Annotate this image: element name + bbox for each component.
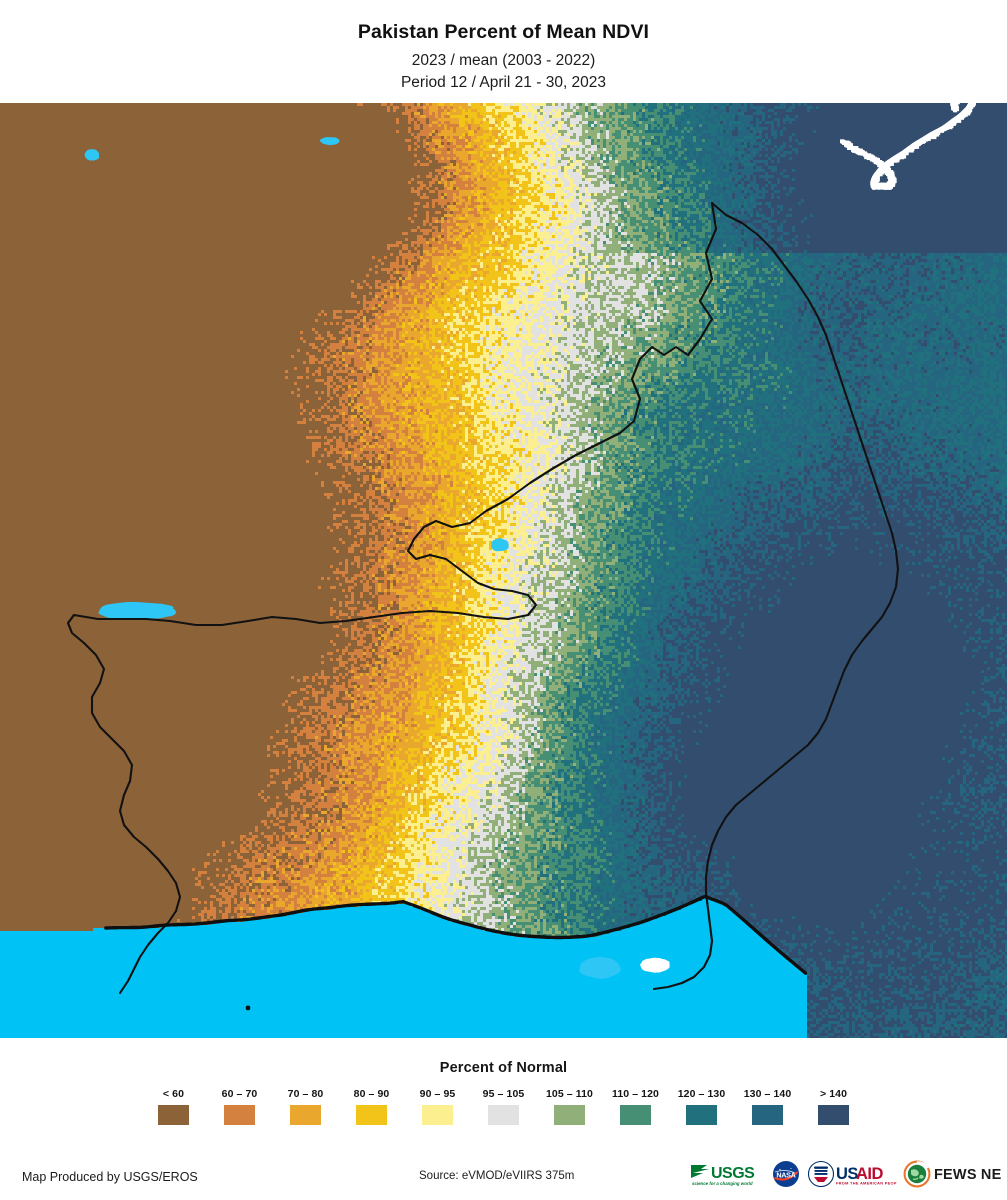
legend-class-row: < 60 60 – 70 70 – 80 80 – 90 90 – 95 95 – 105… xyxy=(0,1088,1007,1125)
legend-item-swatch xyxy=(686,1105,717,1125)
legend-item: < 60 xyxy=(141,1088,207,1125)
svg-text:science for a changing world: science for a changing world xyxy=(692,1181,753,1186)
legend-item-swatch xyxy=(158,1105,189,1125)
ndvi-raster-layer[interactable] xyxy=(0,103,1007,1038)
legend-item: 120 – 130 xyxy=(669,1088,735,1125)
fewsnet-logo[interactable]: FEWS NET xyxy=(903,1158,1001,1190)
legend-item-label: 120 – 130 xyxy=(677,1088,726,1100)
svg-text:NASA: NASA xyxy=(776,1170,795,1179)
legend-item-swatch xyxy=(554,1105,585,1125)
legend-item: 90 – 95 xyxy=(405,1088,471,1125)
legend-item: > 140 xyxy=(801,1088,867,1125)
legend-item: 105 – 110 xyxy=(537,1088,603,1125)
legend-item-label: > 140 xyxy=(819,1088,848,1100)
legend-item: 60 – 70 xyxy=(207,1088,273,1125)
legend-item-swatch xyxy=(422,1105,453,1125)
legend-item-label: 110 – 120 xyxy=(611,1088,660,1100)
legend-item-label: 60 – 70 xyxy=(221,1088,258,1100)
legend-item-swatch xyxy=(620,1105,651,1125)
legend-item-swatch xyxy=(356,1105,387,1125)
legend-item-label: 90 – 95 xyxy=(419,1088,456,1100)
ndvi-map-canvas[interactable] xyxy=(0,103,1007,1038)
map-legend: Percent of Normal < 60 60 – 70 70 – 80 80 –… xyxy=(0,1046,1007,1146)
svg-text:FROM THE AMERICAN PEOPLE: FROM THE AMERICAN PEOPLE xyxy=(836,1180,897,1185)
legend-item-swatch xyxy=(290,1105,321,1125)
map-footer: Map Produced by USGS/EROS Source: eVMOD/… xyxy=(0,1148,1007,1200)
usaid-logo[interactable]: US AID FROM THE AMERICAN PEOPLE xyxy=(807,1158,897,1190)
logo-band: USGS science for a changing world NASA xyxy=(689,1156,1001,1192)
legend-item: 110 – 120 xyxy=(603,1088,669,1125)
svg-text:US: US xyxy=(836,1165,858,1183)
legend-item: 70 – 80 xyxy=(273,1088,339,1125)
legend-item-swatch xyxy=(818,1105,849,1125)
legend-item-label: < 60 xyxy=(162,1088,185,1100)
legend-item: 80 – 90 xyxy=(339,1088,405,1125)
map-subtitle-line-1: 2023 / mean (2003 - 2022) xyxy=(411,52,596,70)
legend-item: 130 – 140 xyxy=(735,1088,801,1125)
svg-text:AID: AID xyxy=(856,1165,884,1183)
legend-item-swatch xyxy=(752,1105,783,1125)
legend-item-label: 105 – 110 xyxy=(545,1088,594,1100)
data-source-label: Source: eVMOD/eVIIRS 375m xyxy=(419,1170,575,1182)
producer-credit: Map Produced by USGS/EROS xyxy=(22,1170,198,1184)
legend-title: Percent of Normal xyxy=(439,1060,568,1076)
legend-item-label: 80 – 90 xyxy=(353,1088,390,1100)
page-title: Pakistan Percent of Mean NDVI xyxy=(357,21,650,43)
usgs-logo[interactable]: USGS science for a changing world xyxy=(689,1158,765,1190)
legend-item: 95 – 105 xyxy=(471,1088,537,1125)
svg-text:USGS: USGS xyxy=(711,1165,755,1182)
legend-item-label: 95 – 105 xyxy=(482,1088,525,1100)
legend-item-swatch xyxy=(224,1105,255,1125)
svg-text:FEWS NET: FEWS NET xyxy=(934,1167,1001,1183)
map-subtitle: 2023 / mean (2003 - 2022) Period 12 / Ap… xyxy=(0,43,1007,94)
map-subtitle-line-2: Period 12 / April 21 - 30, 2023 xyxy=(400,74,607,92)
nasa-logo[interactable]: NASA xyxy=(771,1158,801,1190)
legend-item-swatch xyxy=(488,1105,519,1125)
legend-item-label: 130 – 140 xyxy=(743,1088,792,1100)
legend-item-label: 70 – 80 xyxy=(287,1088,324,1100)
map-header: Pakistan Percent of Mean NDVI 2023 / mea… xyxy=(0,0,1007,103)
